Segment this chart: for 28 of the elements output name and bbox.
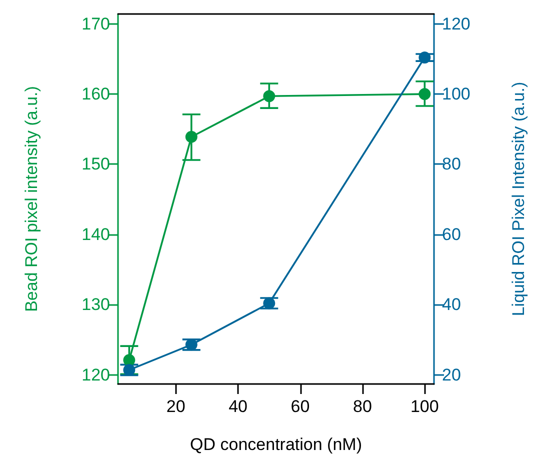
- y-tick-label: 160: [82, 84, 110, 104]
- y2-tick-label: 80: [442, 154, 461, 174]
- x-tick-label: 60: [290, 397, 310, 416]
- x-tick-label: 100: [410, 397, 439, 416]
- point: [123, 354, 136, 366]
- point: [418, 52, 431, 64]
- y2-axis-title: Liquid ROI Pixel Intensity (a.u.): [509, 82, 528, 316]
- y-tick-label: 170: [82, 14, 110, 34]
- point: [185, 338, 198, 351]
- point: [263, 90, 276, 102]
- point: [263, 297, 276, 310]
- point: [185, 130, 198, 143]
- x-tick-label: 80: [353, 397, 372, 416]
- y2-tick-label: 120: [442, 14, 470, 34]
- y2-tick-label: 40: [442, 295, 461, 314]
- x-tick-label: 40: [228, 397, 248, 416]
- y-tick-label: 120: [82, 365, 110, 384]
- y-tick-label: 140: [82, 224, 110, 244]
- y2-tick-label: 20: [442, 365, 461, 384]
- point: [123, 364, 136, 376]
- y-tick-label: 150: [82, 154, 110, 174]
- y2-tick-label: 60: [442, 224, 461, 244]
- x-axis-title: QD concentration (nM): [190, 435, 362, 454]
- y-tick-label: 130: [82, 295, 110, 314]
- point: [418, 88, 431, 100]
- x-tick-label: 20: [166, 397, 186, 416]
- y2-tick-label: 100: [442, 84, 470, 104]
- y-axis-title: Bead ROI pixel intensity (a.u.): [22, 86, 41, 312]
